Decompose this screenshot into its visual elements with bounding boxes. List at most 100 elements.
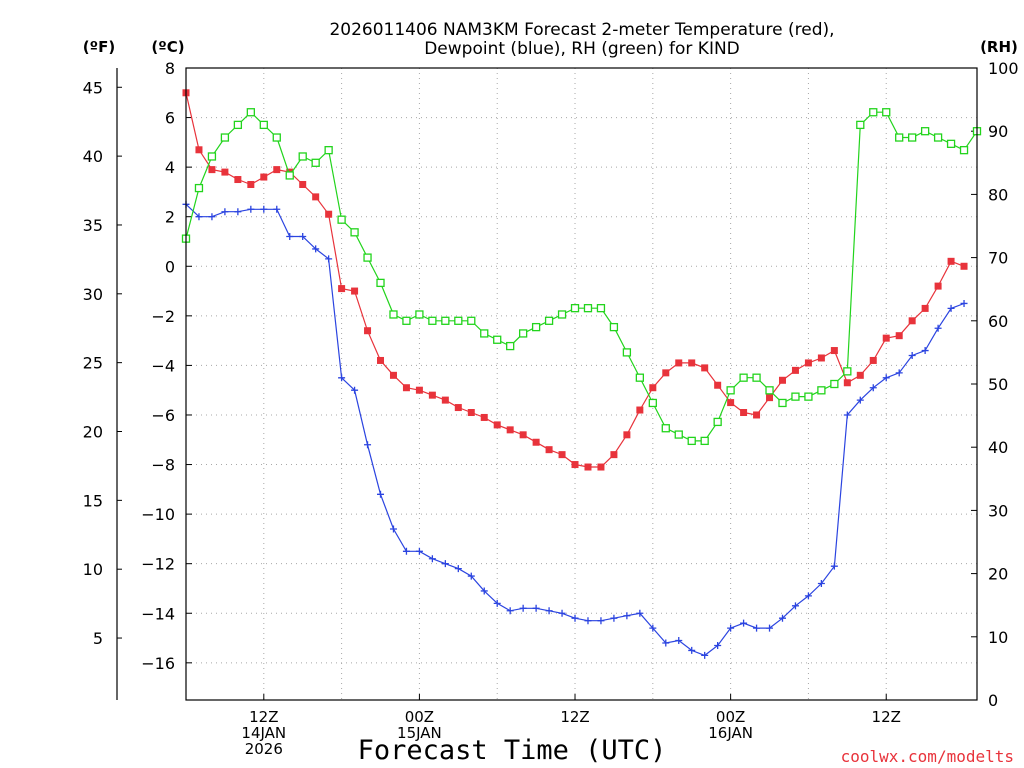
dewpoint-point <box>454 565 462 573</box>
rh-point <box>687 436 696 446</box>
dewpoint-point <box>338 374 346 382</box>
celsius-tick-label: −2 <box>151 307 175 326</box>
axes: 4540353025201510586420−2−4−6−8−10−12−14−… <box>83 59 1019 758</box>
celsius-tick-label: −6 <box>151 406 175 425</box>
rh-point <box>272 133 281 142</box>
dewpoint-point <box>753 624 761 632</box>
2-meter-temperature-point <box>947 257 955 265</box>
dewpoint-point <box>377 490 385 498</box>
rh-point <box>363 253 372 262</box>
x-tick-label: 14JAN <box>241 724 286 742</box>
celsius-unit-label: (ºC) <box>151 38 184 56</box>
dewpoint-point <box>804 592 812 600</box>
rh-point <box>389 310 398 319</box>
rh-point <box>402 316 411 325</box>
rh-point <box>895 133 904 142</box>
dewpoint-point <box>597 617 605 625</box>
dewpoint-point <box>247 205 255 213</box>
2-meter-temperature-point <box>221 168 229 176</box>
rh-point <box>830 379 839 389</box>
rh-point <box>337 215 346 224</box>
dewpoint-point <box>558 609 566 617</box>
rh-point <box>518 329 528 338</box>
chart-title-line-1: 2026011406 NAM3KM Forecast 2-meter Tempe… <box>329 20 834 40</box>
dewpoint-point <box>493 599 501 607</box>
2-meter-temperature-point <box>402 384 410 392</box>
2-meter-temperature-point <box>714 381 722 389</box>
2-meter-temperature-point <box>351 287 359 295</box>
celsius-tick-label: 8 <box>165 59 175 78</box>
rh-point <box>454 316 463 325</box>
2-meter-temperature-point <box>908 317 916 325</box>
2-meter-temperature-point <box>830 347 838 355</box>
x-axis-title: Forecast Time (UTC) <box>358 735 667 766</box>
rh-point <box>882 108 891 117</box>
2-meter-temperature-point <box>675 359 683 367</box>
rh-tick-label: 70 <box>988 249 1008 268</box>
2-meter-temperature-point <box>415 386 423 394</box>
rh-point <box>959 146 969 155</box>
2-meter-temperature-point <box>934 282 942 290</box>
2-meter-temperature-point <box>260 173 268 181</box>
rh-tick-label: 30 <box>988 501 1008 520</box>
rh-line <box>185 111 978 442</box>
rh-point <box>441 316 450 325</box>
dewpoint-point <box>947 304 955 312</box>
2-meter-temperature-point <box>843 379 851 387</box>
dewpoint-point <box>830 562 838 570</box>
plot-frame <box>185 67 978 701</box>
dewpoint-point <box>908 351 916 359</box>
rh-tick-label: 40 <box>988 438 1008 457</box>
dewpoint-point <box>960 299 968 307</box>
celsius-tick-label: −8 <box>151 456 175 475</box>
2-meter-temperature-point <box>467 409 475 417</box>
2-meter-temperature-point <box>325 210 333 218</box>
rh-point <box>557 310 567 319</box>
2-meter-temperature-point <box>454 404 462 412</box>
rh-point <box>246 108 255 117</box>
2-meter-temperature-point <box>312 193 320 201</box>
2-meter-temperature-point <box>584 463 592 471</box>
2-meter-temperature-point <box>571 461 579 469</box>
2-meter-temperature-point <box>532 438 540 446</box>
dewpoint-point <box>273 205 281 213</box>
data-series <box>181 89 982 659</box>
rh-point <box>480 329 489 338</box>
rh-tick-label: 80 <box>988 185 1008 204</box>
dewpoint-point <box>208 213 216 221</box>
rh-point <box>661 424 670 433</box>
celsius-tick-label: 4 <box>165 158 175 177</box>
rh-point <box>843 367 852 376</box>
rh-point <box>765 386 774 395</box>
x-tick-label: 00Z <box>405 708 434 726</box>
2-meter-temperature-point <box>636 406 644 414</box>
2-meter-temperature-point <box>610 451 618 459</box>
dewpoint-point <box>610 614 618 622</box>
dewpoint-point <box>234 208 242 216</box>
x-tick-label: 00Z <box>716 708 745 726</box>
rh-point <box>583 304 593 313</box>
rh-point <box>739 373 748 382</box>
dewpoint-point <box>467 572 475 580</box>
dewpoint-point <box>778 614 786 622</box>
fahrenheit-tick-label: 40 <box>83 147 103 166</box>
rh-tick-label: 20 <box>988 565 1008 584</box>
2-meter-temperature-point <box>208 166 216 174</box>
rh-point <box>752 373 761 382</box>
2-meter-temperature-point <box>338 285 346 293</box>
rh-point <box>609 322 619 332</box>
x-tick-label: 16JAN <box>708 724 753 742</box>
celsius-tick-label: −16 <box>141 654 175 673</box>
rh-point <box>817 386 826 395</box>
rh-point <box>933 133 943 142</box>
dewpoint-point <box>688 646 696 654</box>
dewpoint-point <box>895 369 903 377</box>
rh-tick-label: 10 <box>988 628 1008 647</box>
rh-point <box>324 146 333 155</box>
rh-point <box>726 386 735 395</box>
dewpoint-point <box>662 639 670 647</box>
celsius-tick-label: 6 <box>165 109 175 128</box>
rh-tick-label: 60 <box>988 312 1008 331</box>
rh-point <box>920 127 930 136</box>
fahrenheit-tick-label: 35 <box>83 216 103 235</box>
